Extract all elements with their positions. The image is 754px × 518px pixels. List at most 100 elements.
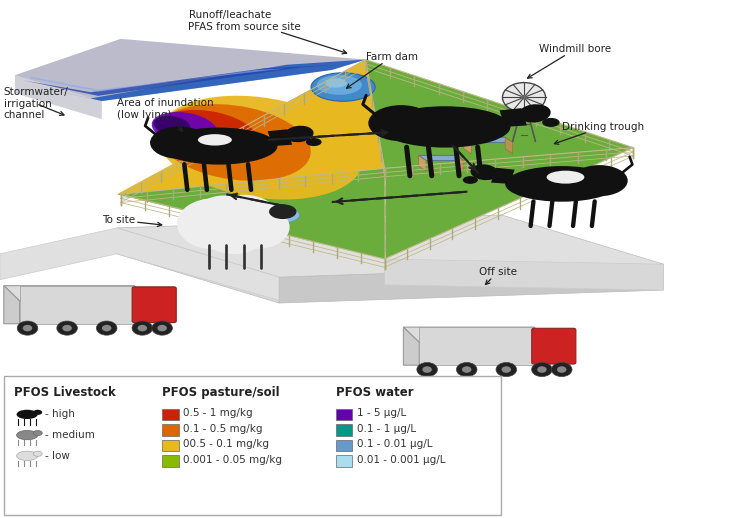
Ellipse shape xyxy=(150,126,209,159)
Bar xyxy=(336,424,352,436)
Ellipse shape xyxy=(264,209,287,218)
Circle shape xyxy=(97,321,117,335)
Ellipse shape xyxy=(306,138,322,146)
Polygon shape xyxy=(366,60,633,168)
Circle shape xyxy=(57,321,78,335)
Ellipse shape xyxy=(157,104,311,181)
Polygon shape xyxy=(505,137,513,154)
Ellipse shape xyxy=(152,112,218,145)
Bar xyxy=(336,455,352,467)
Polygon shape xyxy=(0,228,279,300)
FancyBboxPatch shape xyxy=(532,328,576,364)
Text: 0.1 - 0.01 μg/L: 0.1 - 0.01 μg/L xyxy=(357,439,432,450)
Ellipse shape xyxy=(158,96,363,199)
Polygon shape xyxy=(268,130,292,146)
Text: 00.5 - 0.1 mg/kg: 00.5 - 0.1 mg/kg xyxy=(183,439,269,450)
Polygon shape xyxy=(279,264,664,303)
Bar xyxy=(162,440,179,451)
Ellipse shape xyxy=(542,118,559,127)
Polygon shape xyxy=(117,60,385,194)
FancyBboxPatch shape xyxy=(4,376,501,515)
Circle shape xyxy=(177,198,251,249)
Ellipse shape xyxy=(33,430,42,436)
Ellipse shape xyxy=(258,207,300,223)
Ellipse shape xyxy=(324,78,347,88)
Polygon shape xyxy=(117,228,279,303)
Circle shape xyxy=(158,325,167,332)
Bar xyxy=(20,286,134,324)
Circle shape xyxy=(501,366,511,373)
Polygon shape xyxy=(385,148,633,259)
Ellipse shape xyxy=(311,73,375,102)
Ellipse shape xyxy=(369,105,434,141)
Text: Runoff/leachate
PFAS from source site: Runoff/leachate PFAS from source site xyxy=(188,10,347,54)
Ellipse shape xyxy=(379,106,510,148)
Text: 1 - 5 μg/L: 1 - 5 μg/L xyxy=(357,408,406,419)
Polygon shape xyxy=(23,65,339,96)
Polygon shape xyxy=(456,155,464,171)
Circle shape xyxy=(532,363,552,377)
Ellipse shape xyxy=(156,110,259,160)
Bar xyxy=(162,409,179,420)
Text: 0.01 - 0.001 μg/L: 0.01 - 0.001 μg/L xyxy=(357,455,445,465)
Text: PFOS Livestock: PFOS Livestock xyxy=(14,386,115,399)
Circle shape xyxy=(195,195,253,236)
Ellipse shape xyxy=(160,127,277,165)
Circle shape xyxy=(456,363,477,377)
Circle shape xyxy=(227,206,290,249)
Polygon shape xyxy=(4,286,20,324)
Bar xyxy=(162,455,179,467)
Circle shape xyxy=(17,321,38,335)
Text: 0.1 - 1 μg/L: 0.1 - 1 μg/L xyxy=(357,424,415,434)
Text: Off site: Off site xyxy=(479,267,516,284)
Ellipse shape xyxy=(33,410,42,415)
Polygon shape xyxy=(464,137,513,142)
Ellipse shape xyxy=(463,176,478,184)
Ellipse shape xyxy=(17,430,38,440)
Text: To site: To site xyxy=(102,215,161,226)
Polygon shape xyxy=(4,286,150,301)
Polygon shape xyxy=(30,68,287,92)
Text: Windmill bore: Windmill bore xyxy=(528,44,611,78)
Ellipse shape xyxy=(154,116,190,135)
Polygon shape xyxy=(499,108,527,127)
Ellipse shape xyxy=(269,204,296,219)
Polygon shape xyxy=(418,155,426,171)
Bar xyxy=(162,424,179,436)
Ellipse shape xyxy=(198,134,232,146)
Circle shape xyxy=(63,325,72,332)
Circle shape xyxy=(417,363,437,377)
Polygon shape xyxy=(117,215,664,277)
Ellipse shape xyxy=(572,165,627,196)
Text: Drinking trough: Drinking trough xyxy=(554,122,644,145)
Ellipse shape xyxy=(17,451,38,461)
Polygon shape xyxy=(491,168,514,184)
Ellipse shape xyxy=(547,170,584,184)
Polygon shape xyxy=(117,168,385,259)
FancyBboxPatch shape xyxy=(132,287,176,323)
Circle shape xyxy=(551,363,572,377)
Text: - high: - high xyxy=(45,409,75,420)
Circle shape xyxy=(496,363,516,377)
Polygon shape xyxy=(19,60,366,101)
Ellipse shape xyxy=(17,410,38,419)
Text: PFOS water: PFOS water xyxy=(336,386,413,399)
Text: - low: - low xyxy=(45,451,70,461)
Circle shape xyxy=(23,325,32,332)
Ellipse shape xyxy=(518,104,550,123)
Polygon shape xyxy=(385,259,664,290)
Polygon shape xyxy=(418,155,464,161)
Ellipse shape xyxy=(470,164,498,180)
Circle shape xyxy=(102,325,112,332)
Polygon shape xyxy=(464,137,471,154)
Ellipse shape xyxy=(317,75,362,95)
Text: PFOS pasture/soil: PFOS pasture/soil xyxy=(162,386,280,399)
Text: 0.5 - 1 mg/kg: 0.5 - 1 mg/kg xyxy=(183,408,253,419)
Ellipse shape xyxy=(33,451,42,456)
Circle shape xyxy=(502,82,546,112)
Text: - medium: - medium xyxy=(45,430,95,440)
Text: Area of inundation
(low lying): Area of inundation (low lying) xyxy=(117,98,213,132)
Text: 0.001 - 0.05 mg/kg: 0.001 - 0.05 mg/kg xyxy=(183,455,282,465)
Polygon shape xyxy=(15,75,102,119)
Circle shape xyxy=(199,207,268,254)
